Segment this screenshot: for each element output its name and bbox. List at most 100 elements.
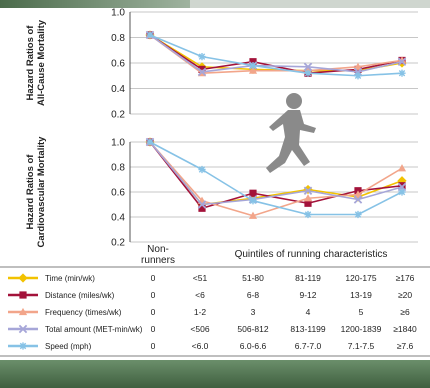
top-accent-bar xyxy=(0,0,430,8)
top-accent-gradient xyxy=(0,0,190,8)
series-line xyxy=(149,141,403,217)
data-point xyxy=(248,66,258,74)
y-axis-title: Cardiovascular Mortality xyxy=(36,136,47,248)
y-tick-label: 0.6 xyxy=(111,59,125,70)
table-cell: 3 xyxy=(251,307,256,317)
data-point xyxy=(249,189,257,197)
table-cell: 0 xyxy=(151,341,156,351)
table-cell: 6.0-6.6 xyxy=(240,341,267,351)
x-axis-labels: Non- runners Quintiles of running charac… xyxy=(141,244,387,266)
series-line xyxy=(149,34,403,74)
data-point xyxy=(197,67,207,77)
table-cell: 13-19 xyxy=(350,290,372,300)
data-point xyxy=(249,61,257,70)
all-cause-mortality-chart: 0.2 0.4 0.6 0.8 1.0 Hazard Ratios of All-Cause… xyxy=(25,8,418,121)
table-cell: ≥20 xyxy=(398,290,412,300)
series-line xyxy=(149,34,403,74)
legend-label: Total amount (MET-min/wk) xyxy=(45,325,143,334)
data-point xyxy=(398,188,406,196)
table-cell: 506-812 xyxy=(237,324,268,334)
data-point xyxy=(353,195,363,204)
x-label-nonrunners-line2: runners xyxy=(141,255,175,266)
table-cell: 813-1199 xyxy=(290,324,326,334)
x-label-quintiles: Quintiles of running characteristics xyxy=(235,249,388,260)
data-point xyxy=(397,164,407,172)
y-tick-label: 0.4 xyxy=(111,213,125,224)
y-axis-title: Hazard Ratios of xyxy=(25,25,36,101)
data-point xyxy=(198,204,206,212)
data-point xyxy=(146,138,154,146)
series-4 xyxy=(146,138,406,219)
table-cell: ≥6 xyxy=(400,307,410,317)
table-cell: 81-119 xyxy=(295,273,321,283)
series-1 xyxy=(146,138,406,212)
legend-marker xyxy=(19,291,27,299)
table-cell: <506 xyxy=(190,324,209,334)
table-cell: 9-12 xyxy=(299,290,316,300)
y-tick-label: 0.6 xyxy=(111,188,125,199)
data-point xyxy=(198,53,206,61)
legend-marker xyxy=(18,273,28,283)
table-row: Time (min/wk) 0 <51 51-80 81-119 120-175 ≥176 xyxy=(8,273,415,283)
table-row: Frequency (times/wk) 0 1-2 3 4 5 ≥6 xyxy=(8,307,410,317)
y-tick-label: 1.0 xyxy=(111,138,125,149)
table-cell: 4 xyxy=(306,307,311,317)
y-axis-title: All-Cause Mortality xyxy=(36,19,47,106)
table-cell: ≥176 xyxy=(396,273,415,283)
series-line xyxy=(149,34,403,77)
data-point xyxy=(249,58,257,66)
y-axis-title: Hazard Ratios of xyxy=(25,154,36,230)
data-point xyxy=(197,200,207,209)
data-point xyxy=(304,69,312,77)
data-point xyxy=(397,57,407,66)
table-row: Distance (miles/wk) 0 <6 6-8 9-12 13-19 ≥20 xyxy=(8,290,412,300)
series-line xyxy=(149,141,403,216)
data-point xyxy=(303,62,313,72)
table-cell: 120-175 xyxy=(345,273,376,283)
series-line xyxy=(149,34,403,73)
legend-marker xyxy=(18,324,28,334)
bottom-accent-bar xyxy=(0,360,430,388)
table-cell: 6.7-7.0 xyxy=(295,341,322,351)
table-cell: 0 xyxy=(151,324,156,334)
data-point xyxy=(353,62,363,70)
table-cell: ≥1840 xyxy=(393,324,417,334)
legend-label: Frequency (times/wk) xyxy=(45,308,122,317)
data-point xyxy=(198,165,206,174)
y-tick-label: 0.8 xyxy=(111,163,125,174)
legend-label: Distance (miles/wk) xyxy=(45,291,115,300)
legend-table: Time (min/wk) 0 <51 51-80 81-119 120-175 ≥176 D… xyxy=(8,273,417,351)
data-point xyxy=(398,69,406,77)
data-point xyxy=(354,72,362,80)
series-4 xyxy=(146,31,406,80)
table-cell: 51-80 xyxy=(242,273,264,283)
data-point xyxy=(354,210,362,219)
table-cell: 0 xyxy=(151,307,156,317)
data-point xyxy=(304,210,312,219)
data-point xyxy=(249,197,257,205)
y-tick-label: 0.4 xyxy=(111,84,125,95)
table-cell: <51 xyxy=(193,273,208,283)
legend-label: Time (min/wk) xyxy=(45,274,95,283)
legend-marker xyxy=(19,342,27,350)
cardiovascular-mortality-chart: 0.2 0.4 0.6 0.8 1.0 Hazard Ratios of Cardiovas… xyxy=(25,136,418,249)
data-point xyxy=(304,199,312,207)
table-cell: 0 xyxy=(151,273,156,283)
table-cell: 0 xyxy=(151,290,156,300)
y-tick-label: 1.0 xyxy=(111,8,125,19)
table-cell: 1200-1839 xyxy=(341,324,382,334)
legend-marker xyxy=(18,307,28,316)
y-tick-label: 0.2 xyxy=(111,238,125,249)
table-cell: 1-2 xyxy=(194,307,207,317)
data-point xyxy=(303,194,313,202)
runner-silhouette-icon xyxy=(266,93,316,173)
data-point xyxy=(303,186,313,195)
table-cell: <6.0 xyxy=(192,341,209,351)
x-label-nonrunners-line1: Non- xyxy=(147,244,169,255)
table-cell: 6-8 xyxy=(247,290,260,300)
data-point xyxy=(353,190,363,198)
series-line xyxy=(149,141,403,206)
table-cell: ≥7.6 xyxy=(397,341,414,351)
